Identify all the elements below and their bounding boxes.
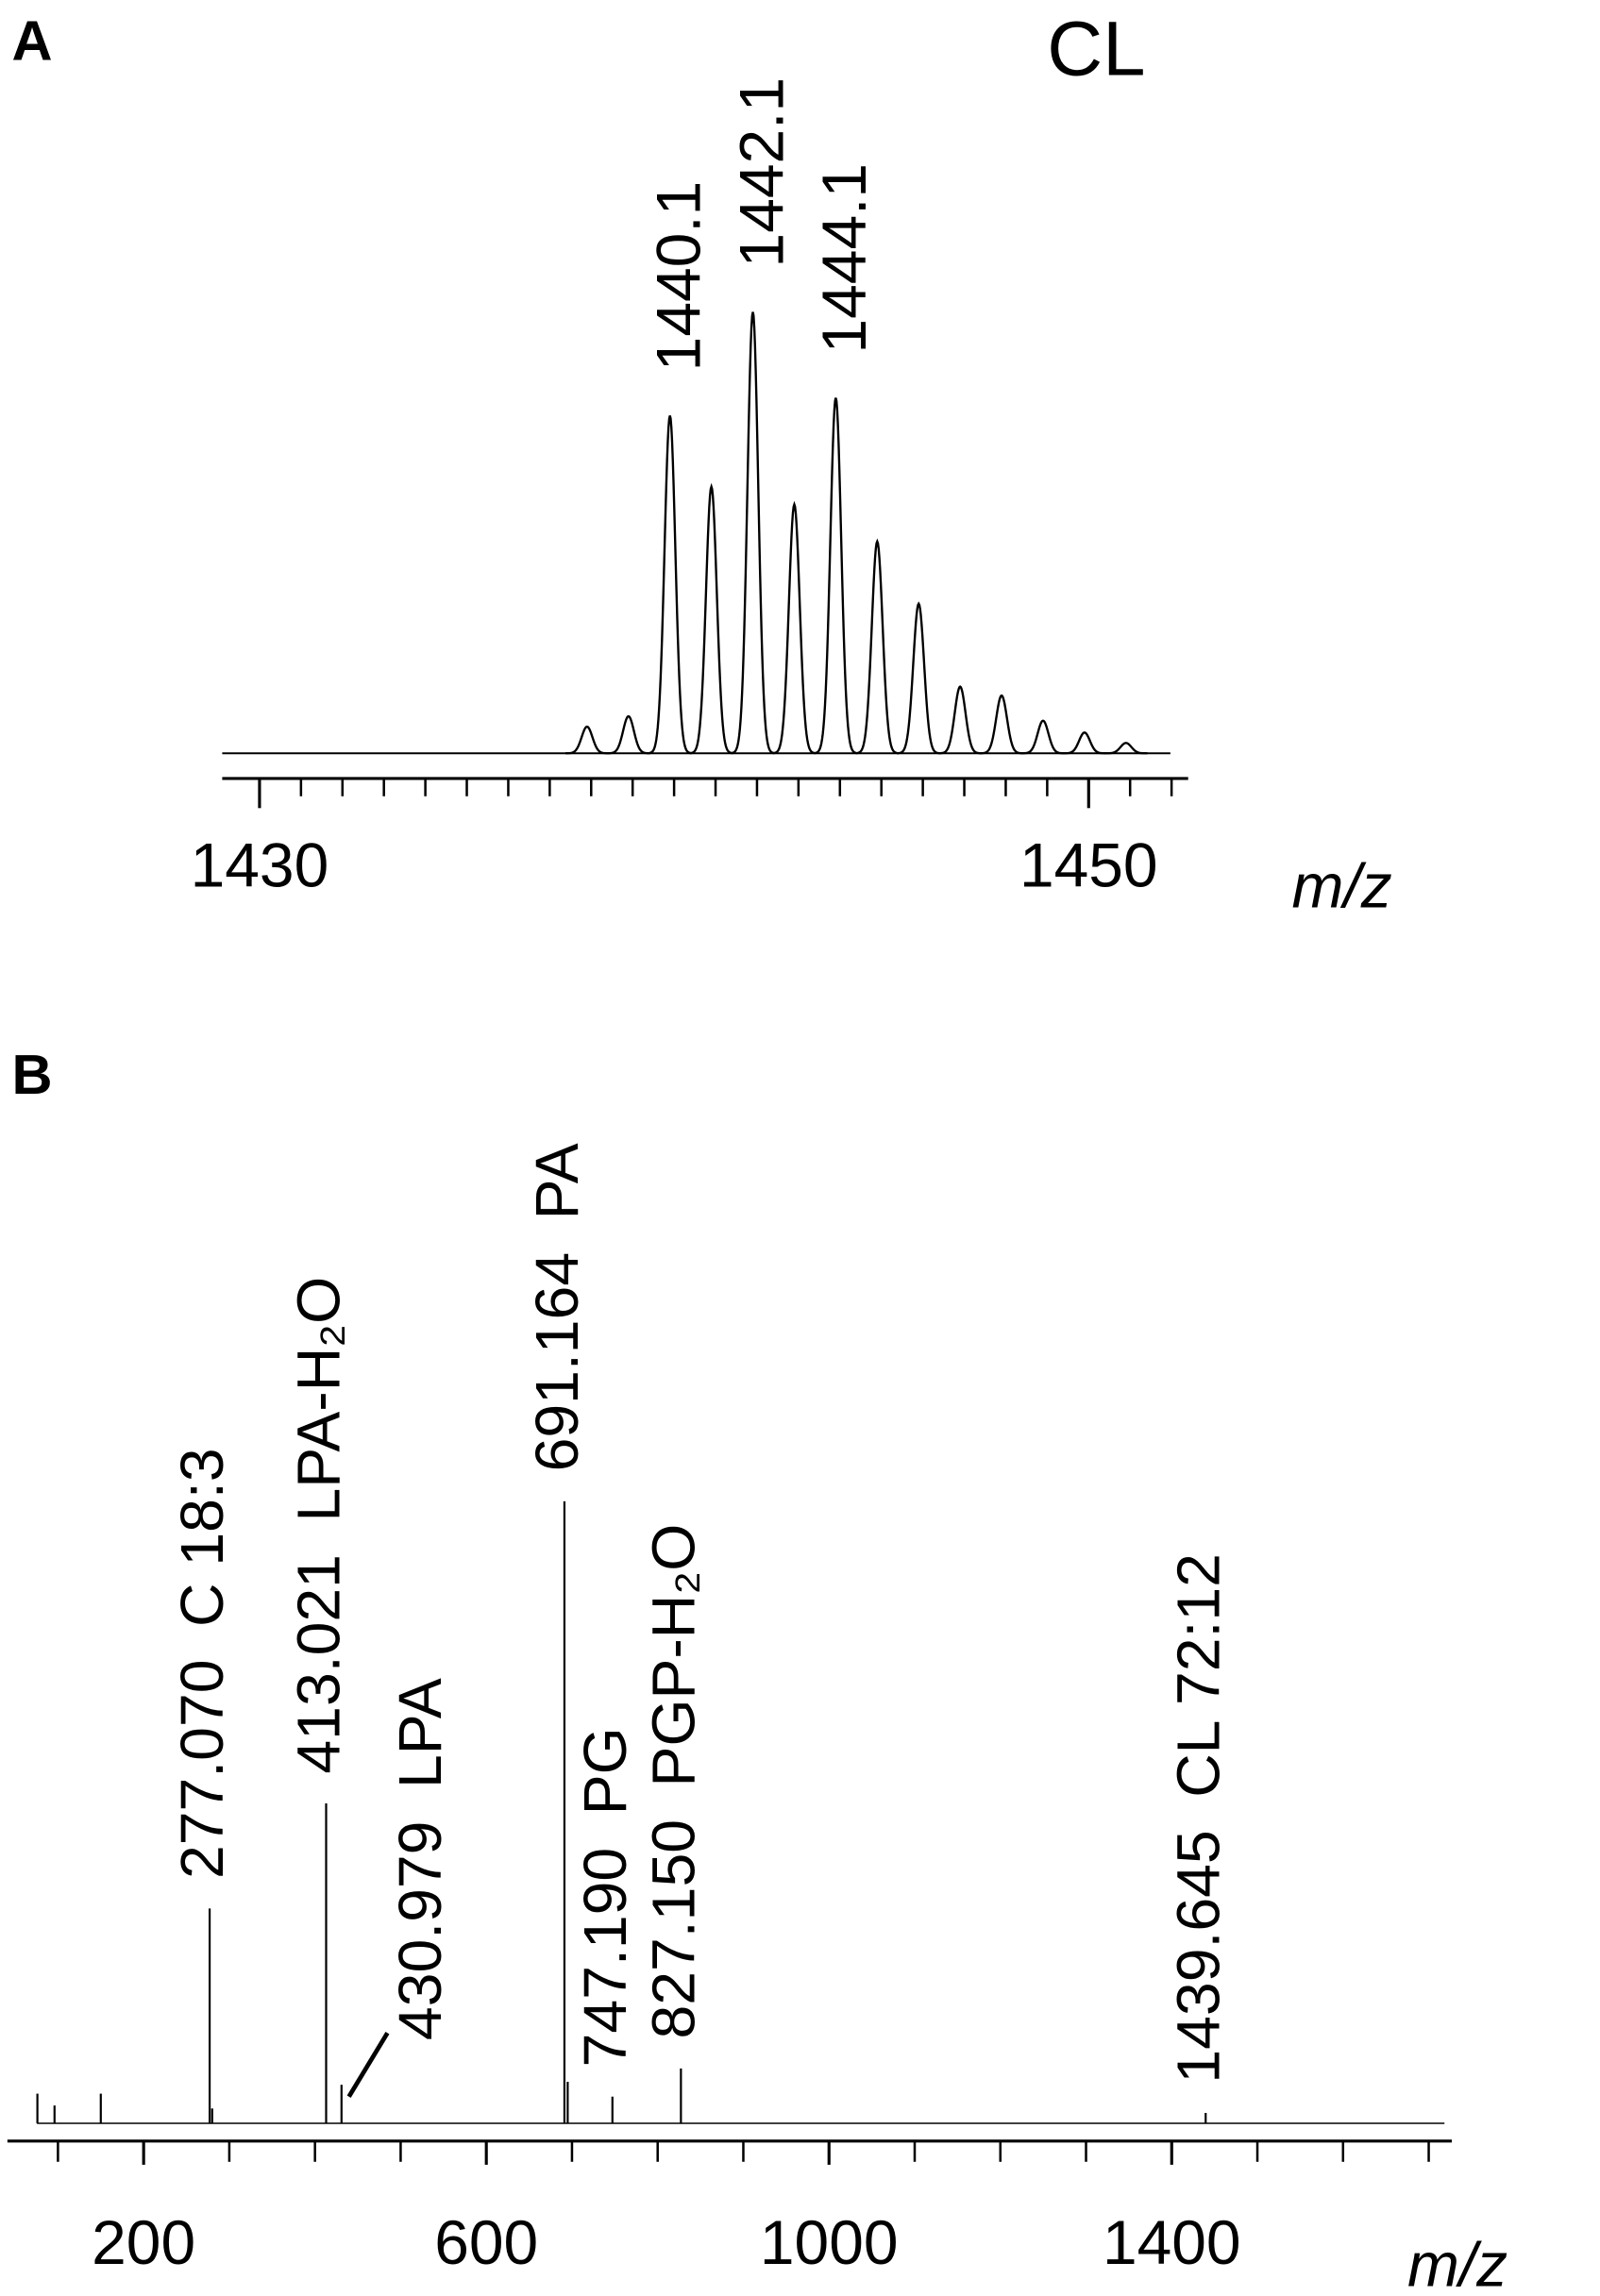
peak-name: CL 72:12 [1164, 1553, 1232, 1798]
peak-mz: 691.164 [523, 1252, 591, 1472]
peak-label: 430.979 LPA [386, 1678, 454, 2040]
peak-mz: 747.190 [571, 1848, 639, 2068]
peak-label: 1439.645 CL 72:12 [1164, 1553, 1232, 2084]
peak-label: 747.190 PG [571, 1727, 639, 2067]
peak [855, 538, 900, 755]
peak-name: PG [571, 1727, 639, 1815]
leader-line [346, 2032, 390, 2098]
peak-name: LPA-H₂O [285, 1277, 353, 1522]
chart-title: CL [1047, 6, 1145, 92]
x-tick-label: 200 [92, 2207, 195, 2277]
peak [565, 725, 609, 755]
x-tick-label: 1450 [1019, 830, 1158, 899]
peak-label: 1442.1 [726, 77, 796, 268]
panel-label: A [12, 9, 53, 73]
peak-name: PGP-H₂O [640, 1524, 708, 1787]
peak-label: 413.021 LPA-H₂O [285, 1277, 353, 1774]
peak [1063, 731, 1106, 755]
peak [648, 415, 692, 755]
peak-mz: 277.070 [168, 1659, 236, 1879]
peak-mz: 1439.645 [1164, 1830, 1232, 2083]
peak-mz: 827.150 [640, 1819, 708, 2039]
peak [938, 685, 983, 755]
peak [731, 311, 775, 755]
panel-label: B [12, 1043, 53, 1106]
peak-name: LPA [386, 1678, 454, 1788]
x-tick-label: 1430 [191, 830, 329, 899]
peak-label: 1440.1 [644, 181, 714, 372]
peak [689, 482, 733, 755]
peak-name: PA [523, 1143, 591, 1219]
peak-label: 827.150 PGP-H₂O [640, 1524, 708, 2039]
peak-label: 1444.1 [809, 163, 879, 354]
peak [772, 500, 817, 755]
x-axis-label: m/z [1292, 850, 1392, 920]
peak [606, 714, 650, 755]
x-tick-label: 600 [434, 2207, 538, 2277]
peak [897, 601, 941, 755]
x-tick-label: 1000 [760, 2207, 899, 2277]
x-tick-label: 1400 [1103, 2207, 1241, 2277]
peak [814, 397, 858, 755]
peak-label: 691.164 PA [523, 1143, 591, 1471]
x-axis-label: m/z [1407, 2230, 1507, 2296]
peak [980, 694, 1023, 755]
peak [1103, 742, 1148, 755]
peak-mz: 430.979 [386, 1821, 454, 2041]
peak [1021, 719, 1065, 755]
peak-mz: 413.021 [285, 1554, 353, 1774]
peak-label: 277.070 C 18:3 [168, 1448, 236, 1879]
peak-name: C 18:3 [168, 1448, 236, 1627]
